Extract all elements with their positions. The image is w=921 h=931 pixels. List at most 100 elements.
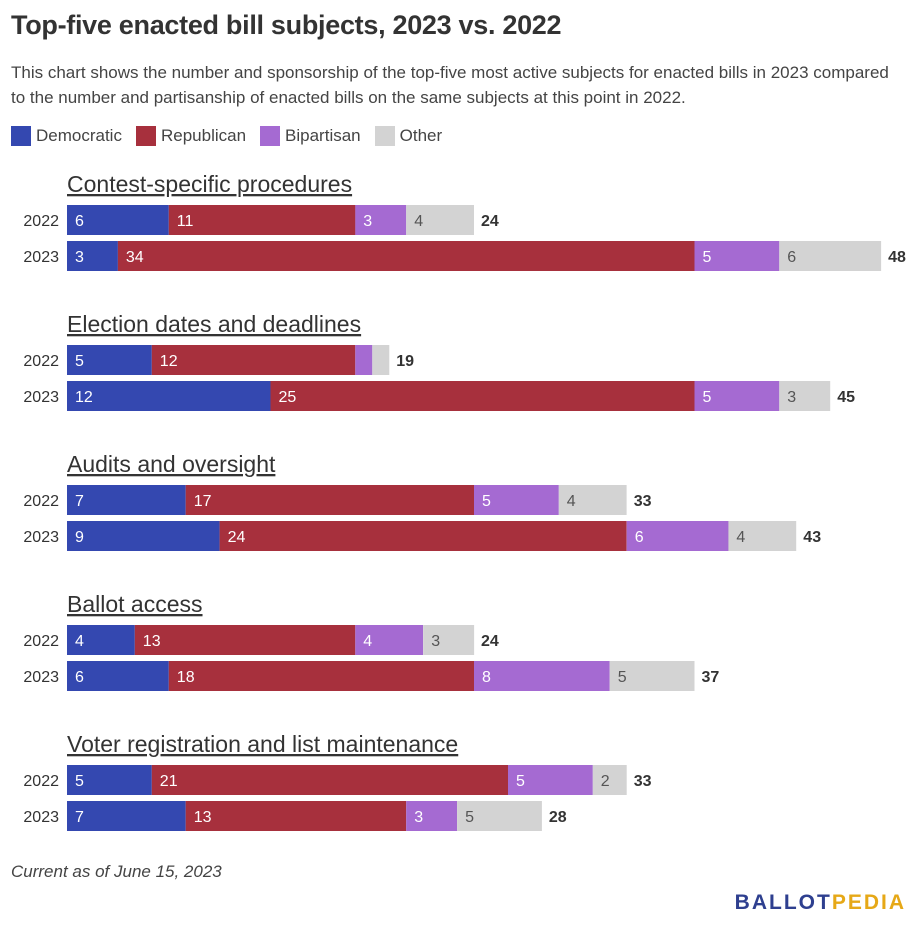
bar-segment-republican: [270, 381, 695, 411]
year-label: 2023: [23, 809, 59, 826]
bar-segment-other: [592, 765, 627, 795]
group-title: Contest-specific procedures: [67, 171, 352, 197]
bar-segment-republican: [168, 205, 356, 235]
legend-swatch-republican: [135, 126, 156, 146]
legend-label-other: Other: [399, 126, 443, 145]
footnote: Current as of June 15, 2023: [11, 862, 222, 881]
data-label: 11: [177, 213, 194, 230]
legend-label-bipartisan: Bipartisan: [285, 126, 361, 145]
legend-label-republican: Republican: [160, 126, 247, 145]
data-label: 21: [160, 773, 178, 790]
data-label: 12: [160, 353, 178, 370]
legend-label-democratic: Democratic: [36, 126, 122, 145]
data-label: 4: [567, 493, 576, 510]
bar-segment-republican: [219, 521, 627, 551]
year-label: 2022: [23, 773, 59, 790]
data-label: 7: [75, 809, 84, 826]
bar-segment-other: [779, 241, 882, 271]
bar-segment-republican: [151, 345, 356, 375]
data-label: 24: [228, 529, 246, 546]
bar-segment-democratic: [67, 521, 220, 551]
year-label: 2022: [23, 493, 59, 510]
data-label: 25: [279, 389, 297, 406]
bar-segment-republican: [134, 625, 356, 655]
data-label: 7: [75, 493, 84, 510]
bar-segment-bipartisan: [474, 661, 610, 691]
legend-swatch-democratic: [11, 126, 31, 146]
bar-segment-bipartisan: [406, 801, 458, 831]
data-label: 3: [414, 809, 423, 826]
legend: Democratic Republican Bipartisan Other: [11, 126, 456, 146]
data-label: 6: [635, 529, 644, 546]
data-label: 3: [787, 389, 796, 406]
data-label: 6: [75, 213, 84, 230]
data-label: 5: [703, 389, 712, 406]
data-label: 12: [75, 389, 93, 406]
data-label: 5: [75, 773, 84, 790]
group-title: Election dates and deadlines: [67, 311, 361, 337]
bar-segment-republican: [185, 485, 474, 515]
year-label: 2023: [23, 669, 59, 686]
data-label: 4: [414, 213, 423, 230]
data-label: 4: [363, 633, 372, 650]
bar-segment-republican: [151, 765, 509, 795]
total-label: 28: [549, 809, 567, 826]
group-title: Voter registration and list maintenance: [67, 731, 458, 757]
year-label: 2023: [23, 249, 59, 266]
bar-segment-republican: [117, 241, 695, 271]
data-label: 5: [516, 773, 525, 790]
total-label: 33: [634, 773, 652, 790]
legend-item-republican: Republican: [135, 126, 247, 146]
data-label: 5: [703, 249, 712, 266]
bar-segment-democratic: [67, 205, 169, 235]
data-label: 4: [736, 529, 745, 546]
bar-segment-bipartisan: [694, 381, 780, 411]
year-label: 2022: [23, 633, 59, 650]
bar-segment-democratic: [67, 381, 271, 411]
bar-segment-other: [609, 661, 695, 691]
bar-segment-democratic: [67, 801, 186, 831]
bar-segment-democratic: [67, 345, 152, 375]
data-label: 9: [75, 529, 84, 546]
bar-segment-other: [406, 205, 474, 235]
data-label: 17: [194, 493, 212, 510]
legend-item-bipartisan: Bipartisan: [260, 126, 361, 146]
data-label: 5: [75, 353, 84, 370]
bar-segment-other: [779, 381, 831, 411]
year-label: 2023: [23, 389, 59, 406]
total-label: 45: [837, 389, 855, 406]
legend-item-other: Other: [374, 126, 443, 146]
legend-swatch-other: [374, 126, 395, 146]
bar-segment-bipartisan: [508, 765, 593, 795]
year-label: 2022: [23, 213, 59, 230]
data-label: 5: [465, 809, 474, 826]
bar-segment-bipartisan: [626, 521, 729, 551]
bar-segment-bipartisan: [474, 485, 559, 515]
total-label: 24: [481, 633, 499, 650]
bar-segment-other: [372, 345, 390, 375]
legend-item-democratic: Democratic: [11, 126, 122, 146]
bar-segment-democratic: [67, 625, 135, 655]
total-label: 48: [888, 249, 906, 266]
data-label: 5: [482, 493, 491, 510]
data-label: 34: [126, 249, 144, 266]
data-label: 6: [787, 249, 796, 266]
logo-part-ballot: BALLOT: [734, 891, 832, 914]
bar-segment-republican: [185, 801, 407, 831]
total-label: 19: [396, 353, 414, 370]
bar-segment-other: [423, 625, 475, 655]
data-label: 2: [601, 773, 610, 790]
data-label: 3: [431, 633, 440, 650]
chart-title: Top-five enacted bill subjects, 2023 vs.…: [11, 10, 562, 40]
bar-segment-bipartisan: [694, 241, 780, 271]
chart-subtitle: This chart shows the number and sponsors…: [11, 63, 889, 107]
total-label: 43: [803, 529, 821, 546]
data-label: 13: [194, 809, 212, 826]
bar-segment-other: [728, 521, 797, 551]
year-label: 2022: [23, 353, 59, 370]
data-label: 3: [75, 249, 84, 266]
bar-segment-democratic: [67, 485, 186, 515]
data-label: 3: [363, 213, 372, 230]
logo-part-pedia: PEDIA: [831, 891, 906, 914]
